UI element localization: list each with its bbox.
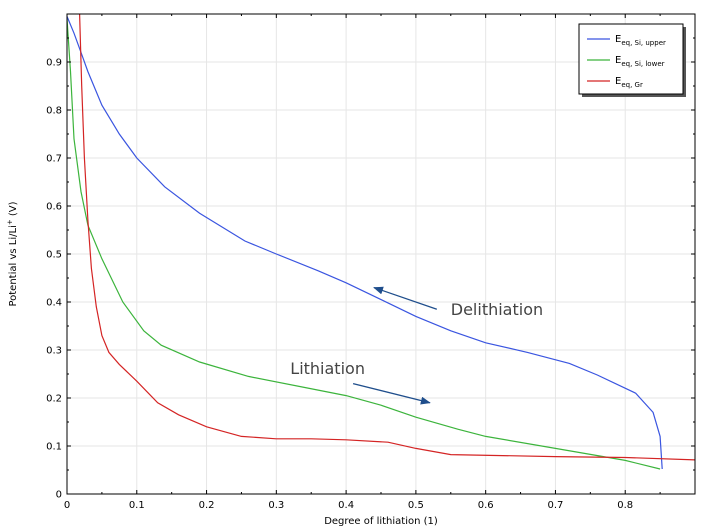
x-tick-label: 0.4 [338,500,354,511]
x-tick-label: 0.2 [199,500,215,511]
legend-label-si-lower: Eeq, Si, lower [615,55,665,68]
y-tick-label: 0.2 [46,394,62,405]
annotation-arrow-delithiation [373,286,438,310]
y-tick-label: 0.8 [46,106,62,117]
legend-box [578,23,684,95]
x-tick-label: 0.7 [547,500,563,511]
x-tick-label: 0.8 [617,500,633,511]
y-axis-label-sup: + [6,219,14,225]
x-tick-labels: 0 0.1 0.2 0.3 0.4 0.5 0.6 0.7 0.8 [64,500,633,511]
x-tick-label: 0.3 [268,500,284,511]
x-tick-label: 0.5 [408,500,424,511]
y-tick-label: 0.9 [46,58,62,69]
y-tick-label: 0.6 [46,202,62,213]
legend-label-gr: Eeq, Gr [615,76,643,89]
y-tick-label: 0.1 [46,442,62,453]
y-tick-label: 0.4 [46,298,62,309]
series-line-gr [79,14,695,461]
y-tick-label: 0.3 [46,346,62,357]
annotation-text-lithiation: Lithiation [290,359,365,378]
legend-label-si-upper: Eeq, Si, upper [615,34,666,47]
ticks [66,13,696,495]
series-group [67,14,695,470]
annotation-arrow-lithiation [352,382,431,405]
x-tick-label: 0 [64,500,70,511]
y-tick-labels: 0 0.1 0.2 0.3 0.4 0.5 0.6 0.7 0.8 0.9 [46,58,62,501]
y-tick-label: 0.5 [46,250,62,261]
annotations: Delithiation Lithiation [290,286,543,405]
series-line-si-lower [67,18,661,470]
y-tick-label: 0.7 [46,154,62,165]
y-axis-label-main: Potential vs Li/Li [8,225,19,306]
y-tick-label: 0 [56,490,62,501]
y-axis-label-unit: (V) [8,201,19,219]
x-tick-label: 0.6 [478,500,494,511]
series-line-si-upper [67,16,663,470]
y-axis-label: Potential vs Li/Li+ (V) [6,201,19,306]
x-tick-label: 0.1 [129,500,145,511]
legend: Eeq, Si, upper Eeq, Si, lower Eeq, Gr [578,23,686,97]
x-axis-label: Degree of lithiation (1) [324,516,438,527]
annotation-text-delithiation: Delithiation [451,300,543,319]
